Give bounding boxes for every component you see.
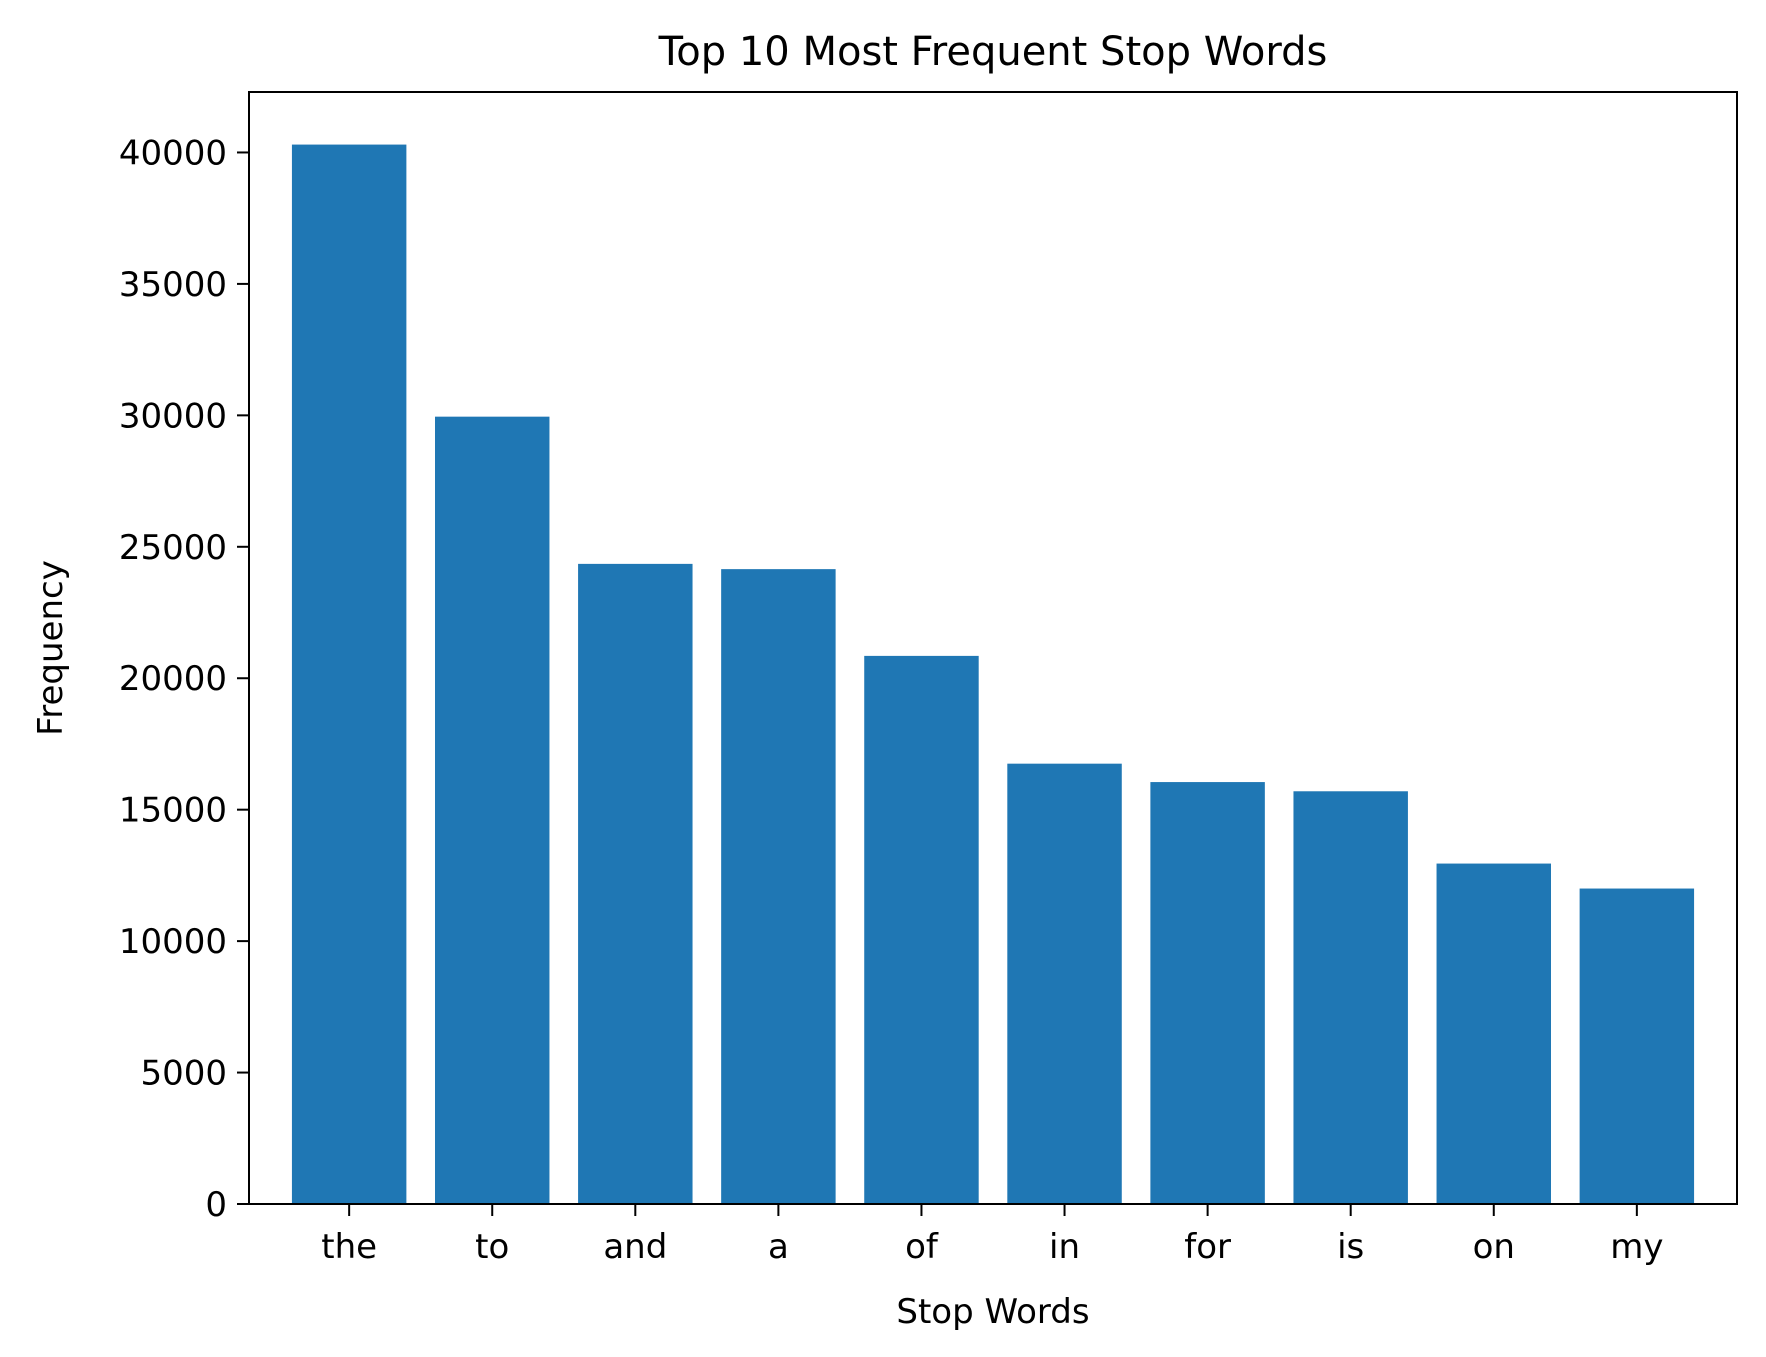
x-tick-label: a xyxy=(768,1227,789,1267)
bar-is xyxy=(1293,791,1408,1204)
y-tick-label: 10000 xyxy=(119,922,227,962)
chart-title: Top 10 Most Frequent Stop Words xyxy=(658,29,1328,75)
bar-on xyxy=(1436,863,1551,1204)
y-tick-label: 25000 xyxy=(119,528,227,568)
y-tick-label: 40000 xyxy=(119,133,227,173)
y-tick-label: 30000 xyxy=(119,396,227,436)
bar-for xyxy=(1150,782,1265,1204)
y-tick-label: 0 xyxy=(205,1185,227,1225)
x-axis: the to and a of in for is on my xyxy=(321,1204,1663,1267)
x-tick-label: for xyxy=(1184,1227,1231,1267)
bar-my xyxy=(1579,888,1695,1204)
x-tick-label: to xyxy=(475,1227,509,1267)
x-tick-label: my xyxy=(1610,1227,1663,1267)
x-tick-label: is xyxy=(1337,1227,1364,1267)
x-axis-label: Stop Words xyxy=(896,1292,1089,1332)
x-tick-label: in xyxy=(1049,1227,1080,1267)
bars-group xyxy=(291,144,1695,1205)
bar-the xyxy=(291,144,407,1205)
y-tick-label: 35000 xyxy=(119,265,227,305)
y-axis: 0 5000 10000 15000 20000 25000 30000 35000 40000 xyxy=(119,133,249,1225)
bar-a xyxy=(721,569,836,1204)
x-tick-label: of xyxy=(905,1227,939,1267)
bar-and xyxy=(578,563,693,1204)
x-tick-label: on xyxy=(1473,1227,1515,1267)
y-axis-label: Frequency xyxy=(31,560,71,736)
y-tick-label: 20000 xyxy=(119,659,227,699)
bar-to xyxy=(435,416,550,1204)
y-tick-label: 15000 xyxy=(119,791,227,831)
bar-of xyxy=(864,655,979,1204)
x-tick-label: and xyxy=(603,1227,667,1267)
x-tick-label: the xyxy=(321,1227,377,1267)
plot-frame xyxy=(248,91,1738,1205)
y-tick-label: 5000 xyxy=(140,1054,227,1094)
bar-in xyxy=(1007,763,1122,1204)
